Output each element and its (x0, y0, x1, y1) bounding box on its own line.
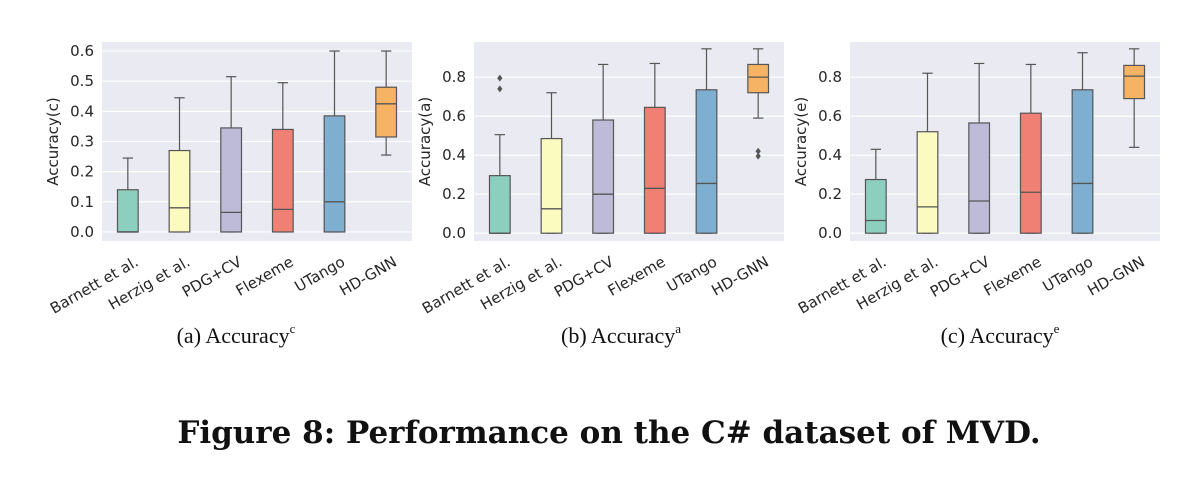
y-axis-label: Accuracy(c) (44, 97, 62, 185)
x-tick-label: Flexeme (233, 253, 297, 300)
y-tick-label: 0.1 (70, 193, 94, 211)
box-4 (643, 62, 666, 234)
y-tick-label: 0.0 (442, 224, 466, 242)
x-tick-label: HD-GNN (1084, 253, 1147, 300)
box-body (695, 89, 718, 234)
y-tick-label: 0.6 (442, 107, 466, 125)
x-tick-label: Flexeme (605, 253, 669, 300)
y-tick-label: 0.0 (818, 224, 842, 242)
box-body (271, 128, 294, 233)
box-body (488, 175, 511, 234)
box-1 (864, 148, 887, 234)
box-body (540, 137, 563, 234)
box-body (864, 178, 887, 234)
x-tick-label: HD-GNN (336, 253, 399, 300)
box-3 (220, 76, 243, 233)
y-tick-label: 0.5 (70, 72, 94, 90)
outlier-point (755, 147, 761, 155)
box-2 (540, 92, 563, 234)
subcaption-c: (c) Accuracye (941, 321, 1060, 348)
box-body (1019, 112, 1042, 234)
y-tick-label: 0.8 (442, 68, 466, 86)
box-6 (747, 48, 770, 160)
box-2 (168, 97, 191, 233)
box-body (643, 106, 666, 234)
box-6 (1123, 48, 1146, 148)
plot-area (474, 42, 784, 241)
box-5 (323, 50, 346, 233)
box-4 (271, 82, 294, 233)
y-axis-label: Accuracy(a) (416, 97, 434, 186)
box-body (116, 189, 139, 233)
x-tick-label: PDG+CV (179, 252, 245, 301)
outlier-point (755, 152, 761, 160)
chart-panel-a: 0.00.10.20.30.40.50.6Accuracy(c)Barnett … (44, 42, 412, 318)
y-tick-label: 0.4 (70, 102, 94, 120)
y-tick-label: 0.8 (818, 68, 842, 86)
box-5 (1071, 52, 1094, 234)
box-body (1071, 89, 1094, 234)
box-body (375, 86, 398, 138)
x-tick-label: PDG+CV (927, 252, 993, 301)
y-tick-label: 0.4 (442, 146, 466, 164)
box-body (168, 149, 191, 233)
box-body (916, 131, 939, 234)
y-tick-label: 0.3 (70, 133, 94, 151)
x-tick-label: HD-GNN (708, 253, 771, 300)
plot-area (850, 42, 1160, 241)
y-tick-label: 0.4 (818, 146, 842, 164)
box-body (968, 122, 991, 234)
box-3 (592, 63, 615, 234)
figure-caption: Figure 8: Performance on the C# dataset … (177, 415, 1040, 451)
outlier-point (497, 74, 503, 82)
y-tick-label: 0.6 (70, 42, 94, 60)
box-4 (1019, 63, 1042, 234)
box-5 (695, 48, 718, 234)
outlier-point (497, 85, 503, 93)
box-body (1123, 64, 1146, 100)
x-tick-label: PDG+CV (551, 252, 617, 301)
box-1 (116, 157, 139, 233)
x-tick-label: Flexeme (981, 253, 1045, 300)
box-1 (488, 74, 511, 234)
y-tick-label: 0.2 (818, 185, 842, 203)
y-tick-label: 0.0 (70, 223, 94, 241)
box-6 (375, 50, 398, 156)
y-axis-label: Accuracy(e) (792, 97, 810, 186)
box-body (592, 119, 615, 234)
y-tick-label: 0.2 (70, 163, 94, 181)
box-2 (916, 72, 939, 234)
y-tick-label: 0.2 (442, 185, 466, 203)
subcaption-a: (a) Accuracyc (177, 321, 296, 348)
y-tick-label: 0.6 (818, 107, 842, 125)
subcaption-b: (b) Accuracya (561, 321, 681, 348)
box-body (220, 127, 243, 233)
box-body (323, 115, 346, 233)
box-3 (968, 62, 991, 234)
box-body (747, 63, 770, 94)
